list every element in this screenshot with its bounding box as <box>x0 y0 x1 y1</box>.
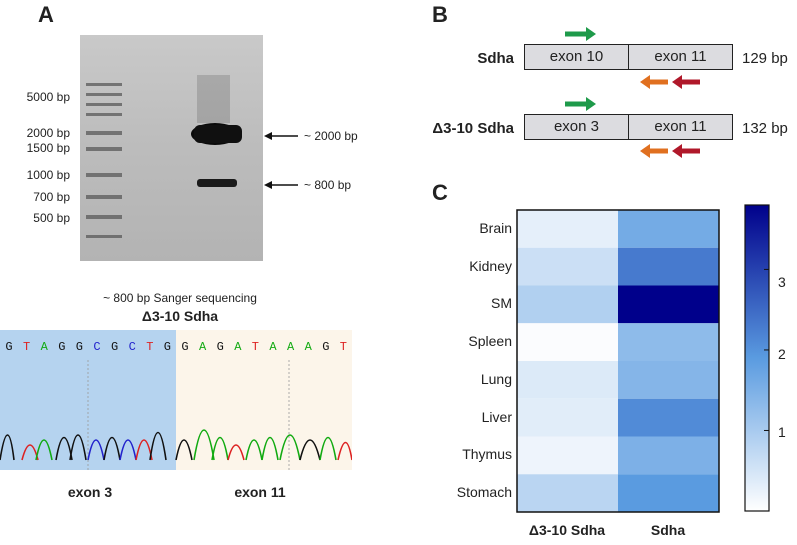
sequence-base: A <box>40 340 48 354</box>
sequence-base: A <box>234 340 242 354</box>
gel-image <box>80 35 263 261</box>
sequence-base: A <box>269 340 277 354</box>
sequence-base: T <box>251 340 259 354</box>
ladder-label-5000: 5000 bp <box>26 90 70 104</box>
heatmap-cell <box>517 361 618 399</box>
heatmap-cell <box>618 361 719 399</box>
sequence-base: C <box>93 340 101 354</box>
exon3-text: exon 3 <box>553 118 600 135</box>
sequence-base: A <box>304 340 312 354</box>
sequence-base: T <box>22 340 31 354</box>
band-arrows <box>264 132 298 189</box>
sequence-base: C <box>128 340 136 354</box>
ladder-label-500: 500 bp <box>33 211 70 225</box>
colorbar-tick-1: 1 <box>778 424 786 440</box>
bp-label-132: 132 bp <box>742 120 788 137</box>
heatmap-row-label: SM <box>491 295 512 312</box>
heatmap-cell <box>618 474 719 512</box>
heatmap-row-label: Liver <box>481 408 512 425</box>
heatmap-cell <box>517 210 618 248</box>
heatmap-cell <box>618 285 719 324</box>
chromatogram-traces <box>0 360 352 470</box>
sequence-base: G <box>58 340 66 354</box>
sanger-caption: ~ 800 bp Sanger sequencing <box>103 291 257 305</box>
heatmap-row-label: Thymus <box>462 446 512 463</box>
heatmap-row-label: Lung <box>480 370 512 387</box>
sequence-base: G <box>181 340 189 354</box>
sequence-base: G <box>322 340 330 354</box>
heatmap-cell <box>618 398 719 437</box>
sequence-base: G <box>5 340 13 354</box>
exon3-label: exon 3 <box>67 484 113 500</box>
reverse-primer-arrow-1a <box>640 75 668 89</box>
heatmap-cell <box>517 285 618 324</box>
sanger-title: Δ3-10 Sdha <box>141 308 219 324</box>
heatmap-row-label: Spleen <box>468 333 512 350</box>
band-label-800: ~ 800 bp <box>304 178 352 192</box>
sequence-base: A <box>198 340 207 354</box>
sequence-base: G <box>75 340 83 354</box>
panel-b-letter: B <box>432 2 448 27</box>
panel-a-letter: A <box>38 2 54 27</box>
panel-c-letter: C <box>432 180 448 205</box>
exon11-box-row1: exon 11 <box>628 44 733 70</box>
heatmap-col-label-delta: Δ3-10 Sdha <box>528 522 606 538</box>
sequence-base: T <box>339 340 347 354</box>
exon10-text: exon 10 <box>549 48 604 65</box>
heatmap-cell <box>517 398 618 437</box>
sequence-base: G <box>110 340 119 354</box>
primer-arrows-row2 <box>640 144 700 158</box>
heatmap-cell <box>618 247 719 286</box>
forward-primer-arrow-2 <box>565 97 596 111</box>
heatmap-cell <box>618 210 719 248</box>
forward-primer-arrow-1 <box>565 27 596 41</box>
exon3-box: exon 3 <box>524 114 629 140</box>
colorbar-tick-2: 2 <box>778 346 786 362</box>
sequence-base: G <box>163 340 171 354</box>
ladder-label-1000: 1000 bp <box>26 168 70 182</box>
heatmap-cell <box>517 323 618 361</box>
exon11-text-row1: exon 11 <box>654 48 707 65</box>
heatmap-cell <box>517 436 618 475</box>
ladder-label-700: 700 bp <box>33 190 70 204</box>
colorbar-gradient <box>744 204 770 512</box>
heatmap-cell <box>618 436 719 475</box>
heatmap <box>516 209 720 513</box>
sequence-base: G <box>216 340 224 354</box>
colorbar-tick-3: 3 <box>778 274 786 290</box>
gene-label-delta-sdha: Δ3-10 Sdha <box>432 120 514 137</box>
sequence-base: A <box>286 340 295 354</box>
heatmap-row-label: Stomach <box>456 484 512 501</box>
heatmap-cell <box>618 323 719 361</box>
exon11-label: exon 11 <box>234 484 286 500</box>
gel-bands <box>86 75 242 238</box>
heatmap-row-label: Kidney <box>469 257 512 274</box>
exon11-box-row2: exon 11 <box>628 114 733 140</box>
ladder-label-2000: 2000 bp <box>26 126 70 140</box>
exon11-text-row2: exon 11 <box>654 118 707 135</box>
heatmap-col-label-sdha: Sdha <box>650 522 686 538</box>
band-label-2000: ~ 2000 bp <box>304 129 358 143</box>
heatmap-row-label: Brain <box>479 219 512 236</box>
heatmap-colorbar <box>744 204 770 512</box>
reverse-primer-arrow-1b <box>672 75 700 89</box>
gene-label-sdha: Sdha <box>477 50 514 67</box>
heatmap-row-labels: Brain Kidney SM Spleen Lung Liver Thymus Stomac… <box>437 210 517 512</box>
ladder-label-1500: 1500 bp <box>26 141 70 155</box>
heatmap-border <box>516 209 720 513</box>
bp-label-129: 129 bp <box>742 50 788 67</box>
heatmap-cell <box>517 474 618 512</box>
heatmap-cell <box>517 247 618 286</box>
sequence-base: T <box>146 340 154 354</box>
exon10-box: exon 10 <box>524 44 629 70</box>
